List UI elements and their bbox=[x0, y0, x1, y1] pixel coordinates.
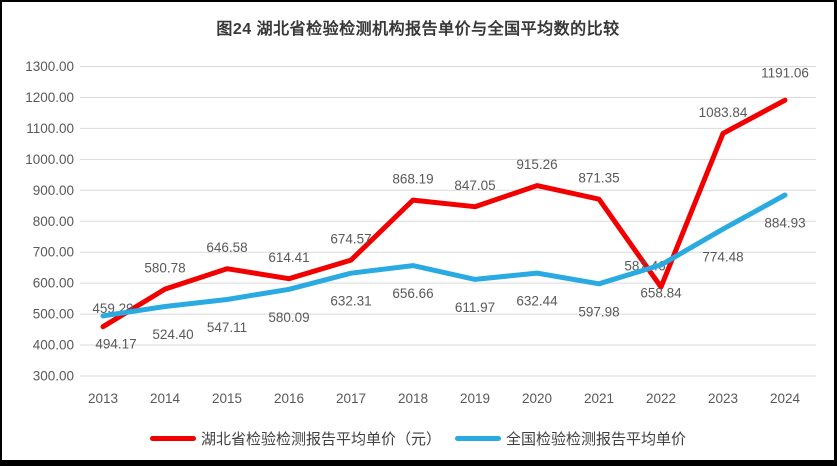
x-tick-label: 2017 bbox=[336, 391, 366, 406]
x-tick-label: 2021 bbox=[584, 391, 614, 406]
data-label: 871.35 bbox=[578, 171, 619, 186]
legend-item-national: 全国检验检测报告平均单价 bbox=[455, 428, 686, 449]
data-label: 587.46 bbox=[624, 259, 665, 274]
x-tick-label: 2020 bbox=[522, 391, 552, 406]
national-series-line-icon bbox=[455, 436, 501, 441]
data-label: 868.19 bbox=[392, 172, 433, 187]
x-tick-label: 2019 bbox=[460, 391, 490, 406]
x-tick-label: 2016 bbox=[274, 391, 304, 406]
y-tick-label: 500.00 bbox=[33, 307, 74, 322]
x-tick-label: 2013 bbox=[88, 391, 118, 406]
data-label: 632.44 bbox=[516, 294, 558, 309]
data-label: 597.98 bbox=[578, 304, 619, 319]
data-label: 674.57 bbox=[330, 232, 371, 247]
x-tick-label: 2014 bbox=[150, 391, 181, 406]
x-tick-label: 2022 bbox=[646, 391, 676, 406]
data-label: 915.26 bbox=[516, 157, 557, 172]
data-label: 614.41 bbox=[268, 250, 309, 265]
legend-item-hubei: 湖北省检验检测报告平均单价（元） bbox=[149, 428, 441, 449]
data-label: 646.58 bbox=[206, 240, 247, 255]
y-tick-label: 1100.00 bbox=[26, 121, 74, 136]
data-label: 658.84 bbox=[640, 285, 682, 300]
x-tick-label: 2015 bbox=[212, 391, 242, 406]
data-label: 656.66 bbox=[392, 286, 433, 301]
data-label: 580.09 bbox=[268, 310, 309, 325]
data-label: 524.40 bbox=[152, 327, 193, 342]
data-label: 1083.84 bbox=[699, 105, 748, 120]
hubei-series-line-icon bbox=[149, 436, 196, 441]
data-label: 884.93 bbox=[764, 215, 805, 230]
legend-label-hubei: 湖北省检验检测报告平均单价（元） bbox=[200, 431, 441, 448]
chart-legend: 湖北省检验检测报告平均单价（元） 全国检验检测报告平均单价 bbox=[2, 428, 834, 449]
data-label: 494.17 bbox=[95, 336, 136, 351]
y-tick-label: 700.00 bbox=[33, 245, 74, 260]
x-tick-label: 2024 bbox=[770, 391, 801, 406]
y-tick-label: 400.00 bbox=[33, 338, 74, 353]
data-label: 632.31 bbox=[330, 294, 371, 309]
y-tick-label: 1300.00 bbox=[25, 59, 74, 74]
y-tick-label: 600.00 bbox=[33, 276, 74, 291]
y-tick-label: 300.00 bbox=[33, 369, 74, 384]
y-tick-label: 900.00 bbox=[33, 183, 74, 198]
x-tick-label: 2018 bbox=[398, 391, 428, 406]
data-label: 1191.06 bbox=[761, 66, 809, 81]
legend-label-national: 全国检验检测报告平均单价 bbox=[506, 431, 687, 448]
data-label: 847.05 bbox=[454, 178, 495, 193]
y-tick-label: 800.00 bbox=[33, 214, 74, 229]
series-line-hubei bbox=[100, 97, 788, 330]
data-label: 580.78 bbox=[144, 261, 185, 276]
y-tick-label: 1000.00 bbox=[25, 152, 74, 167]
x-tick-label: 2023 bbox=[708, 391, 738, 406]
y-tick-label: 1200.00 bbox=[25, 90, 74, 105]
data-label: 611.97 bbox=[455, 300, 495, 315]
data-label: 547.11 bbox=[207, 320, 247, 335]
data-label: 774.48 bbox=[702, 250, 743, 265]
chart-title: 图24 湖北省检验检测机构报告单价与全国平均数的比较 bbox=[216, 21, 620, 38]
series-line-national bbox=[100, 192, 788, 319]
